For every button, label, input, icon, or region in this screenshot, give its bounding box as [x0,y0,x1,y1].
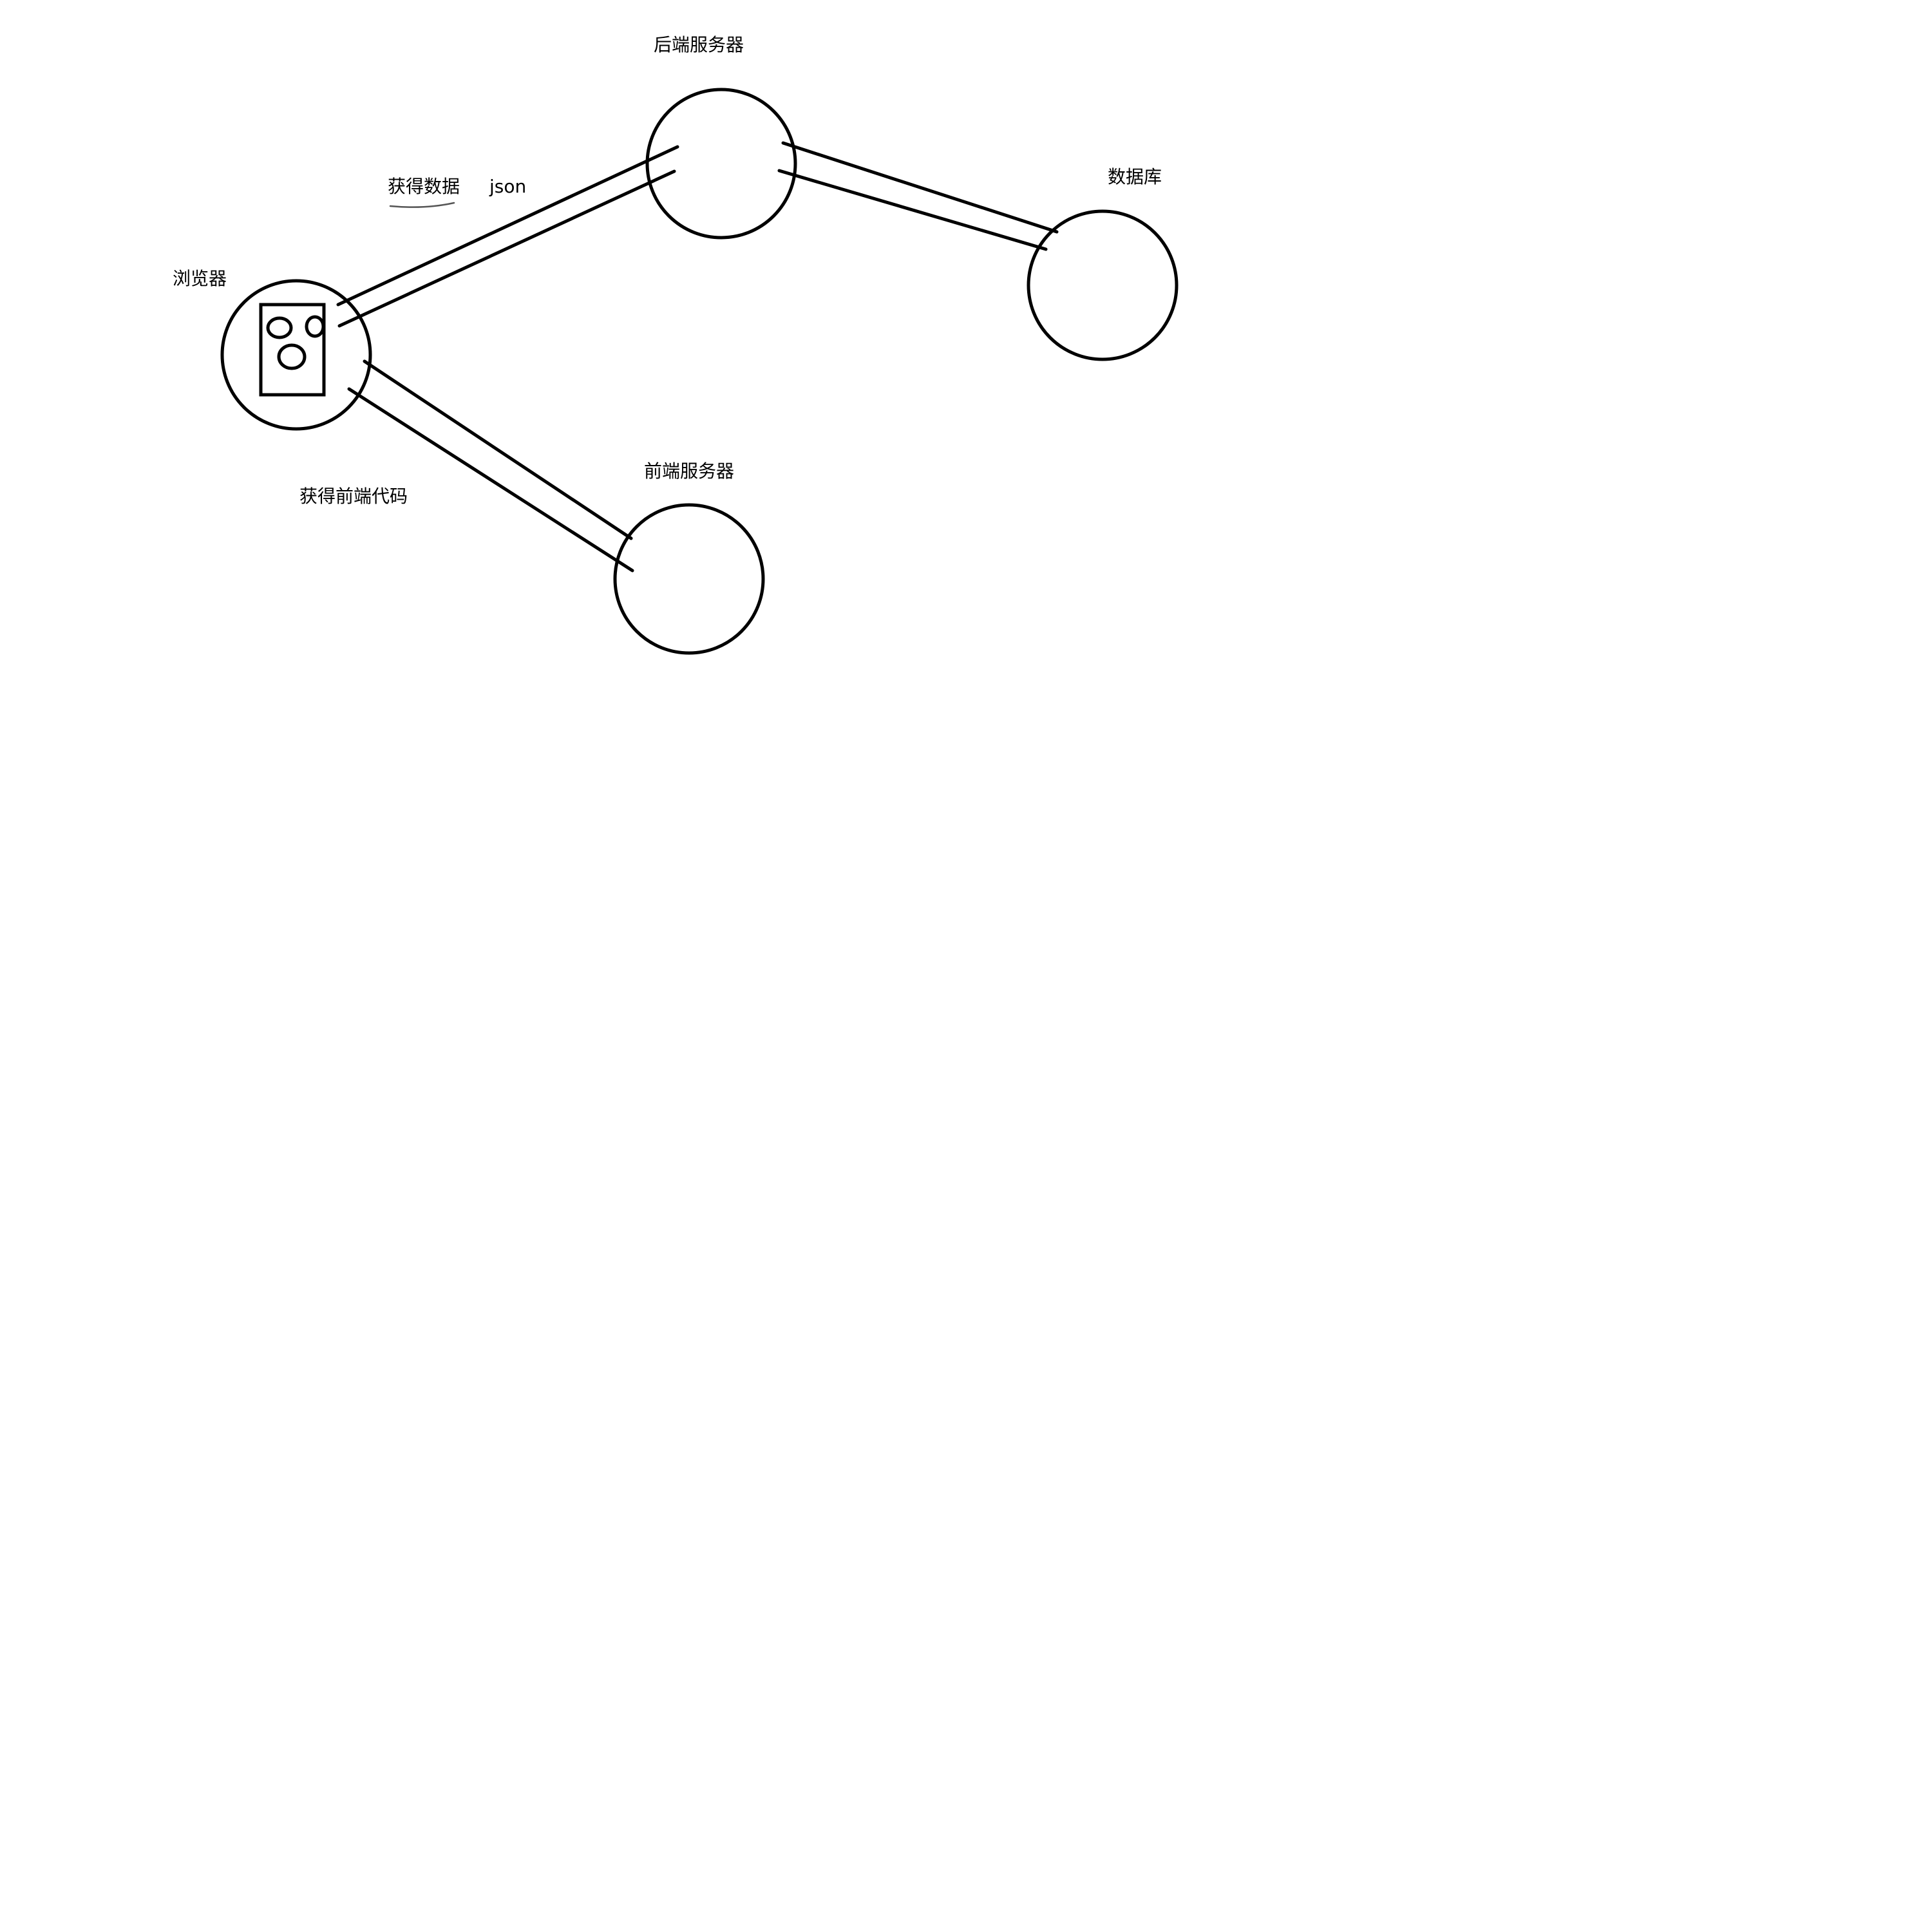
edge-browser-backend-line-1 [336,145,679,307]
backend-server-circle [645,88,797,240]
edge-browser-frontend-label: 获得前端代码 [299,486,408,507]
node-frontend-server: 前端服务器 [613,460,765,655]
node-browser: 浏览器 [173,268,372,431]
edge-browser-backend-note: json [489,176,526,197]
edge-backend-database-line-2 [777,169,1048,251]
frontend-server-label: 前端服务器 [644,460,734,482]
browser-circle [220,279,372,431]
database-label: 数据库 [1108,166,1162,187]
node-database: 数据库 [1027,166,1179,361]
database-circle [1027,209,1179,361]
edge-browser-backend-line-2 [337,169,676,328]
edge-backend-database-line-1 [781,141,1059,234]
edge-browser-backend-label: 获得数据 [388,176,460,197]
browser-label: 浏览器 [173,268,227,289]
edge-label-underline [389,202,455,208]
backend-server-label: 后端服务器 [654,34,744,55]
edge-browser-backend: 获得数据 json [336,145,679,328]
browser-window-icon [259,303,326,397]
edge-browser-frontend-line-1 [363,359,633,540]
frontend-server-circle [613,503,765,655]
edge-browser-frontend: 获得前端代码 [299,359,634,573]
edge-browser-frontend-line-2 [347,387,634,573]
edge-backend-database [777,141,1059,251]
node-backend-server: 后端服务器 [645,34,797,240]
